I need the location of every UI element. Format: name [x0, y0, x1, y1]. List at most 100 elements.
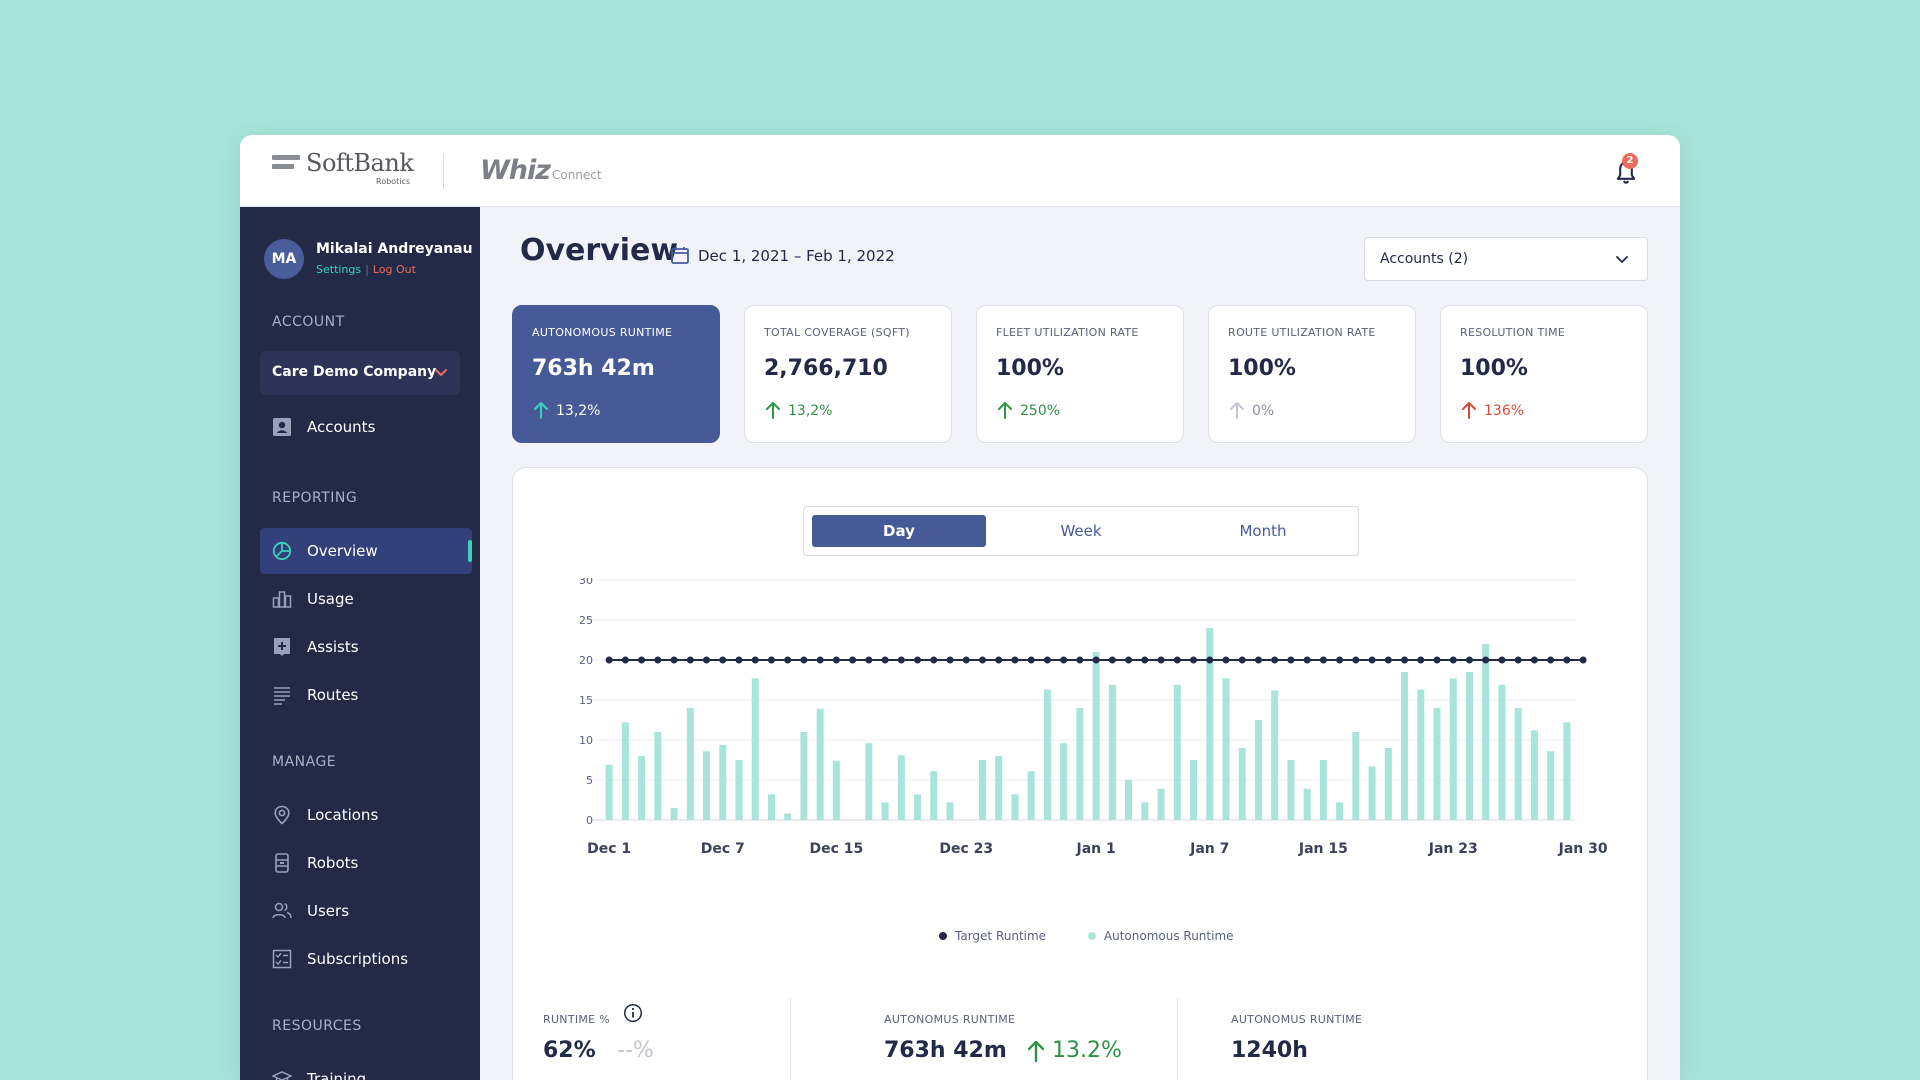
sidebar-item-label: Robots: [307, 854, 359, 872]
company-select[interactable]: Care Demo Company: [260, 351, 460, 395]
product-name: Whiz: [480, 155, 551, 186]
sidebar-item-label: Assists: [307, 638, 359, 656]
kpi-card-resolution-time[interactable]: RESOLUTION TIME 100% 136%: [1440, 305, 1648, 443]
kpi-trend-value: 13,2%: [556, 403, 601, 419]
legend-item-target[interactable]: Target Runtime: [939, 929, 1046, 943]
bar-chart-icon: [272, 591, 292, 608]
stat-autonomus-runtime: AUTONOMUS RUNTIME 763h 42m 13.2%: [884, 1008, 1122, 1063]
target-point: [1465, 656, 1473, 664]
bar: [1238, 748, 1246, 820]
company-name: Care Demo Company: [272, 364, 437, 380]
bar: [1011, 794, 1019, 820]
kpi-card-autonomous-runtime[interactable]: AUTONOMOUS RUNTIME 763h 42m 13,2%: [512, 305, 720, 443]
arrow-up-icon: [1230, 402, 1244, 419]
y-tick-label: 30: [579, 578, 593, 587]
kpi-card-fleet-utilization[interactable]: FLEET UTILIZATION RATE 100% 250%: [976, 305, 1184, 443]
sidebar-item-overview[interactable]: Overview: [260, 528, 472, 574]
bar: [816, 708, 824, 820]
target-point: [1108, 656, 1116, 664]
accounts-select[interactable]: Accounts (2): [1364, 237, 1648, 281]
settings-link[interactable]: Settings: [316, 263, 362, 276]
sidebar-item-training[interactable]: Training: [260, 1056, 472, 1080]
target-point: [735, 656, 743, 664]
whiz-logo[interactable]: Whiz Connect: [480, 155, 602, 186]
softbank-logo[interactable]: SoftBank Robotics: [272, 149, 422, 193]
kpi-trend-value: 13,2%: [788, 403, 833, 419]
avatar[interactable]: MA: [264, 239, 304, 279]
bar: [1206, 628, 1214, 820]
sidebar-item-label: Routes: [307, 686, 359, 704]
sidebar-item-subscriptions[interactable]: Subscriptions: [260, 936, 472, 982]
stat-placeholder: --%: [617, 1038, 654, 1063]
accounts-select-value: Accounts (2): [1380, 251, 1469, 267]
kpi-card-total-coverage[interactable]: TOTAL COVERAGE (SQFT) 2,766,710 13,2%: [744, 305, 952, 443]
bar: [1222, 678, 1230, 820]
target-point: [1287, 656, 1295, 664]
target-point: [1449, 656, 1457, 664]
target-point: [784, 656, 792, 664]
brand-name: SoftBank: [306, 149, 414, 177]
kpi-value: 763h 42m: [532, 356, 655, 381]
target-point: [897, 656, 905, 664]
sidebar-item-routes[interactable]: Routes: [260, 672, 472, 718]
bar: [1368, 766, 1376, 820]
target-point: [849, 656, 857, 664]
bar: [832, 760, 840, 820]
sidebar-item-label: Training: [307, 1070, 367, 1080]
target-point: [1141, 656, 1149, 664]
logout-link[interactable]: Log Out: [372, 263, 416, 276]
bar: [654, 732, 662, 820]
legend-label: Target Runtime: [955, 928, 1047, 943]
info-icon[interactable]: [623, 1003, 643, 1023]
bar: [1287, 760, 1295, 820]
bar: [1027, 771, 1035, 820]
target-point: [1027, 656, 1035, 664]
target-point: [1336, 656, 1344, 664]
target-point: [751, 656, 759, 664]
stat-divider: [790, 998, 791, 1080]
sidebar-item-usage[interactable]: Usage: [260, 576, 472, 622]
brand-sub: Robotics: [376, 177, 410, 186]
sidebar-item-label: Usage: [307, 590, 354, 608]
product-sub: Connect: [551, 168, 602, 182]
target-point: [719, 656, 727, 664]
target-point: [946, 656, 954, 664]
sidebar-item-accounts[interactable]: Accounts: [260, 404, 472, 450]
x-tick-label: Jan 30: [1558, 841, 1608, 857]
sidebar-item-locations[interactable]: Locations: [260, 792, 472, 838]
bar: [686, 708, 694, 820]
period-day-button[interactable]: Day: [812, 515, 986, 547]
target-point: [1482, 656, 1490, 664]
period-week-button[interactable]: Week: [1060, 522, 1102, 540]
list-icon: [274, 687, 290, 705]
bar: [1254, 720, 1262, 820]
kpi-card-route-utilization[interactable]: ROUTE UTILIZATION RATE 100% 0%: [1208, 305, 1416, 443]
bar: [1190, 760, 1198, 820]
sidebar-item-users[interactable]: Users: [260, 888, 472, 934]
softbank-bars-icon: [272, 155, 300, 173]
legend-item-autonomous[interactable]: Autonomous Runtime: [1087, 929, 1234, 943]
target-point: [881, 656, 889, 664]
y-tick-label: 10: [579, 734, 593, 747]
bar: [703, 751, 711, 820]
bar: [1092, 652, 1100, 820]
target-point: [1514, 656, 1522, 664]
chevron-down-icon: [435, 369, 447, 376]
stat-label: AUTONOMUS RUNTIME: [1231, 1013, 1363, 1026]
period-month-button[interactable]: Month: [1239, 522, 1287, 540]
arrow-up-icon: [1462, 402, 1476, 419]
target-point: [978, 656, 986, 664]
x-tick-label: Jan 1: [1075, 841, 1115, 857]
bar: [735, 760, 743, 820]
sidebar-item-assists[interactable]: Assists: [260, 624, 472, 670]
bar: [605, 764, 613, 820]
target-point: [1271, 656, 1279, 664]
x-tick-label: Jan 23: [1428, 841, 1478, 857]
sidebar-item-robots[interactable]: Robots: [260, 840, 472, 886]
runtime-chart-card: Day Week Month 0 5 10 15 20 25 30 Dec 1 Dec 7 Dec…: [512, 467, 1648, 1080]
bar: [784, 813, 792, 820]
stat-value: 763h 42m: [884, 1038, 1007, 1063]
stat-label: RUNTIME %: [543, 1013, 610, 1026]
stat-autonomus-runtime-total: AUTONOMUS RUNTIME 1240h: [1231, 1008, 1363, 1063]
bar: [1401, 672, 1409, 820]
